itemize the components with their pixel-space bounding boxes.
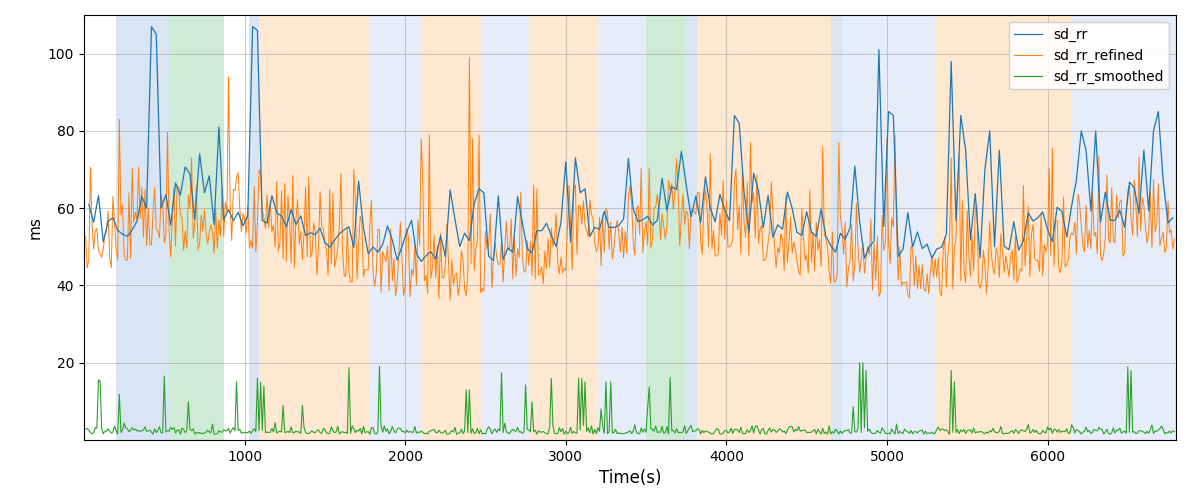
sd_rr_smoothed bbox=[1082, 428, 1097, 434]
sd_rr bbox=[770, 222, 785, 228]
sd_rr_smoothed bbox=[956, 426, 971, 432]
sd_rr_smoothed bbox=[78, 426, 92, 432]
Bar bbox=[830, 15, 842, 440]
Bar bbox=[259, 15, 370, 440]
Bar bbox=[421, 15, 482, 440]
sd_rr_refined bbox=[462, 54, 476, 60]
Bar bbox=[686, 15, 697, 440]
sd_rr_smoothed bbox=[529, 431, 544, 437]
Bar bbox=[116, 15, 169, 440]
sd_rr_refined bbox=[228, 188, 242, 194]
sd_rr_smoothed bbox=[852, 360, 866, 366]
sd_rr_smoothed bbox=[1168, 428, 1182, 434]
sd_rr bbox=[144, 24, 158, 30]
Bar bbox=[935, 15, 1072, 440]
sd_rr_refined bbox=[1082, 228, 1097, 234]
Bar bbox=[646, 15, 686, 440]
Bar bbox=[370, 15, 421, 440]
sd_rr bbox=[818, 234, 833, 239]
Line: sd_rr_refined: sd_rr_refined bbox=[85, 58, 1175, 300]
Y-axis label: ms: ms bbox=[28, 216, 42, 239]
Bar bbox=[530, 15, 598, 440]
sd_rr bbox=[82, 202, 96, 207]
Bar bbox=[482, 15, 530, 440]
sd_rr bbox=[1151, 108, 1165, 114]
sd_rr_smoothed bbox=[1156, 426, 1170, 432]
sd_rr bbox=[886, 112, 900, 118]
Bar bbox=[1072, 15, 1176, 440]
Bar bbox=[250, 15, 259, 440]
Bar bbox=[169, 15, 223, 440]
sd_rr_smoothed bbox=[228, 428, 242, 434]
sd_rr_refined bbox=[78, 234, 92, 239]
sd_rr_smoothed bbox=[716, 430, 731, 436]
X-axis label: Time(s): Time(s) bbox=[599, 470, 661, 488]
sd_rr_refined bbox=[1168, 236, 1182, 242]
Bar bbox=[842, 15, 935, 440]
sd_rr_refined bbox=[443, 298, 457, 304]
sd_rr_refined bbox=[956, 267, 971, 273]
sd_rr bbox=[689, 193, 703, 199]
sd_rr bbox=[125, 227, 139, 233]
sd_rr bbox=[1165, 215, 1180, 221]
Bar bbox=[598, 15, 646, 440]
sd_rr_refined bbox=[665, 180, 679, 186]
sd_rr bbox=[414, 258, 428, 264]
sd_rr_smoothed bbox=[662, 374, 677, 380]
Line: sd_rr: sd_rr bbox=[89, 26, 1172, 262]
Bar bbox=[697, 15, 830, 440]
sd_rr_refined bbox=[1156, 230, 1170, 235]
Legend: sd_rr, sd_rr_refined, sd_rr_smoothed: sd_rr, sd_rr_refined, sd_rr_smoothed bbox=[1008, 22, 1169, 90]
Line: sd_rr_smoothed: sd_rr_smoothed bbox=[85, 362, 1175, 434]
sd_rr_refined bbox=[718, 236, 732, 242]
